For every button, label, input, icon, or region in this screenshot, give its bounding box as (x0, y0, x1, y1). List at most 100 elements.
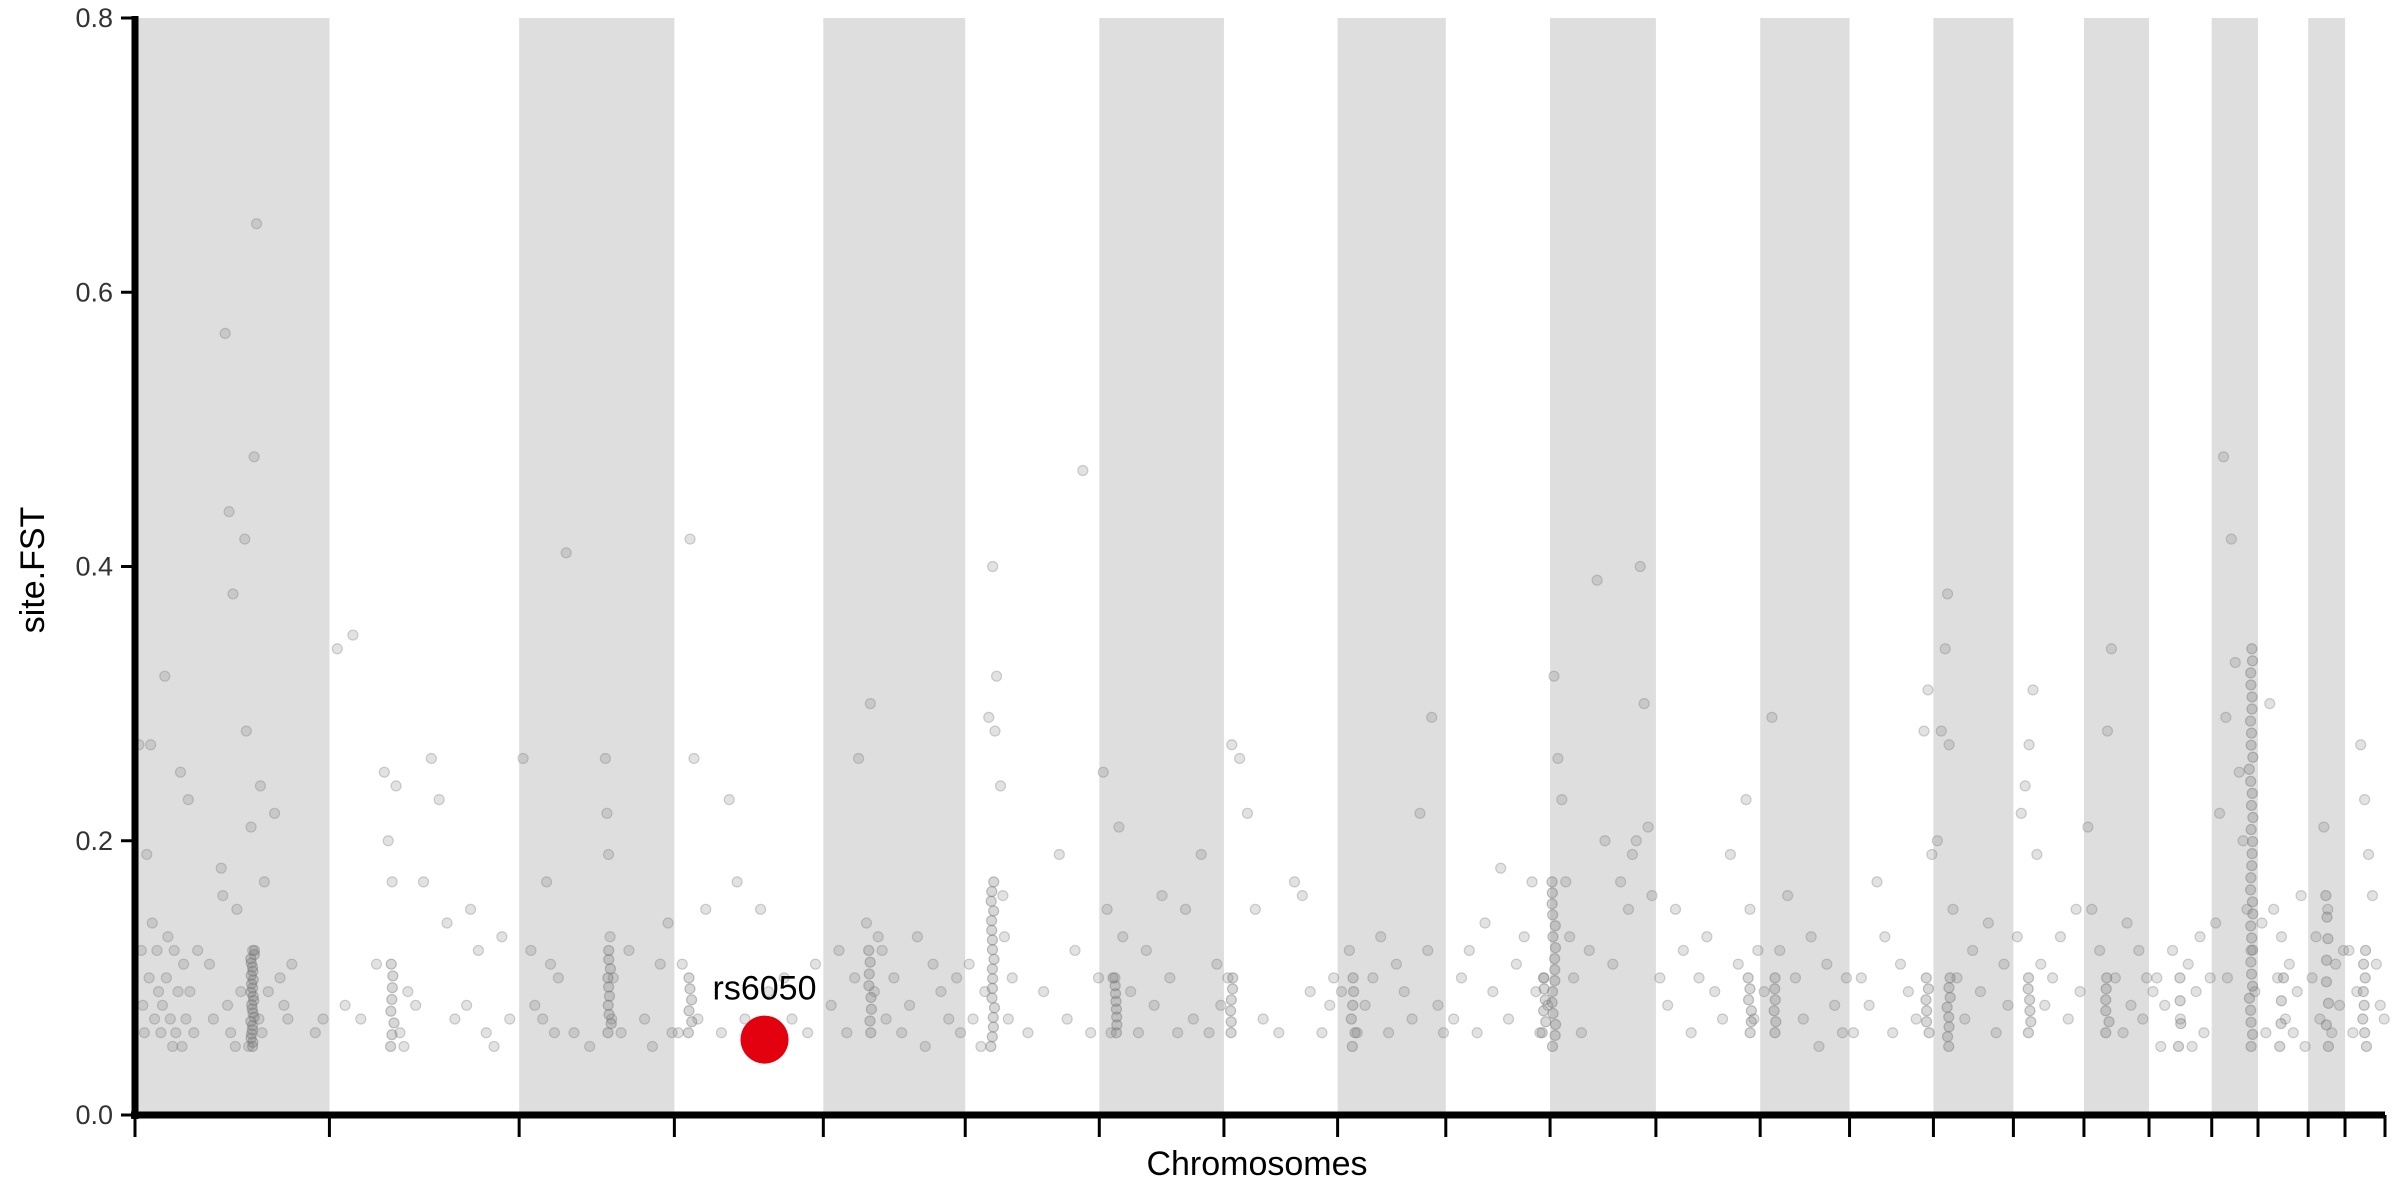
chromosome-band-21 (2308, 18, 2346, 1115)
snp-point (1225, 1016, 1237, 1028)
snp-point (1351, 1027, 1363, 1039)
snp-point (2137, 1013, 2149, 1025)
snp-point (2374, 999, 2386, 1011)
snp-point (245, 957, 257, 969)
snp-point (178, 958, 190, 970)
snp-point (1432, 999, 1444, 1011)
snp-point (2330, 958, 2342, 970)
snp-point (2100, 1005, 2112, 1017)
snp-point (2283, 958, 2295, 970)
snp-point (231, 903, 243, 915)
snp-point (1685, 1027, 1697, 1039)
snp-point (488, 1040, 500, 1053)
snp-point (2351, 985, 2363, 998)
snp-point (2256, 917, 2268, 929)
snp-point (688, 752, 700, 765)
snp-point (2246, 655, 2259, 667)
snp-point (2249, 985, 2261, 998)
snp-point (2109, 972, 2121, 984)
snp-point (954, 1027, 967, 1039)
snp-point (1534, 1027, 1546, 1039)
snp-point (2245, 968, 2258, 980)
snp-point (2246, 835, 2259, 848)
snp-point (1967, 944, 1979, 957)
snp-point (990, 670, 1003, 682)
snp-point (1941, 588, 1954, 600)
snp-point (1109, 972, 1121, 984)
snp-point (603, 981, 615, 993)
snp-point (1359, 999, 1371, 1011)
snp-point (1549, 964, 1561, 976)
snp-point (2086, 903, 2098, 915)
snp-point (2022, 1027, 2035, 1039)
snp-point (1805, 931, 1817, 943)
snp-point (1109, 980, 1121, 992)
snp-point (268, 807, 281, 819)
snp-point (1211, 958, 1223, 970)
snp-point (603, 990, 616, 1002)
snp-point (145, 739, 157, 751)
snp-point (2279, 1013, 2292, 1025)
snp-point (2174, 995, 2186, 1007)
snp-point (229, 1040, 241, 1053)
snp-point (1855, 972, 1867, 984)
snp-point (378, 766, 390, 778)
snp-point (602, 1027, 614, 1039)
snp-point (246, 961, 259, 973)
snp-point (235, 985, 247, 998)
snp-point (2268, 903, 2280, 915)
snp-point (410, 999, 422, 1011)
snp-point (2241, 903, 2253, 915)
snp-point (762, 985, 775, 998)
snp-point (1140, 944, 1152, 957)
snp-point (1941, 1001, 1953, 1013)
snp-point (1113, 821, 1125, 833)
snp-point (2322, 1040, 2335, 1053)
snp-point (1836, 1027, 1849, 1039)
snp-point (394, 1027, 406, 1039)
snp-point (623, 944, 635, 957)
snp-point (143, 972, 155, 984)
snp-point (168, 944, 180, 957)
snp-point (387, 970, 399, 982)
snp-point (986, 992, 998, 1004)
snp-point (2314, 1013, 2326, 1025)
snp-point (2101, 725, 2114, 737)
snp-point (1941, 1031, 1954, 1043)
snp-point (683, 1005, 695, 1017)
snp-point (568, 1027, 580, 1039)
snp-point (868, 985, 880, 998)
snp-point (1022, 1027, 1034, 1039)
snp-point (1195, 848, 1207, 861)
snp-point (480, 1027, 492, 1039)
snp-point (802, 1027, 814, 1039)
snp-point (2186, 1040, 2198, 1053)
snp-point (247, 1019, 259, 1032)
snp-point (1998, 958, 2010, 970)
snp-point (2245, 1004, 2257, 1016)
snp-point (2359, 972, 2371, 984)
snp-point (864, 698, 876, 710)
snp-point (398, 1040, 410, 1053)
snp-point (155, 1027, 167, 1039)
snp-point (2101, 972, 2113, 984)
snp-point (943, 1013, 955, 1025)
snp-point (246, 944, 259, 957)
snp-point (2246, 691, 2258, 703)
snp-point (152, 985, 165, 998)
snp-point (1549, 1018, 1562, 1031)
snp-point (1437, 1027, 1450, 1039)
snp-point (615, 1027, 627, 1039)
snp-point (1769, 994, 1781, 1006)
snp-point (2175, 1017, 2187, 1030)
snp-point (1546, 996, 1558, 1009)
snp-point (1471, 1027, 1483, 1039)
snp-point (180, 1013, 192, 1025)
snp-point (1951, 972, 1963, 984)
snp-point (417, 876, 430, 888)
snp-point (2210, 917, 2222, 929)
snp-point (1744, 983, 1756, 995)
snp-point (646, 1040, 659, 1053)
snp-point (2246, 787, 2258, 799)
snp-point (684, 533, 696, 545)
